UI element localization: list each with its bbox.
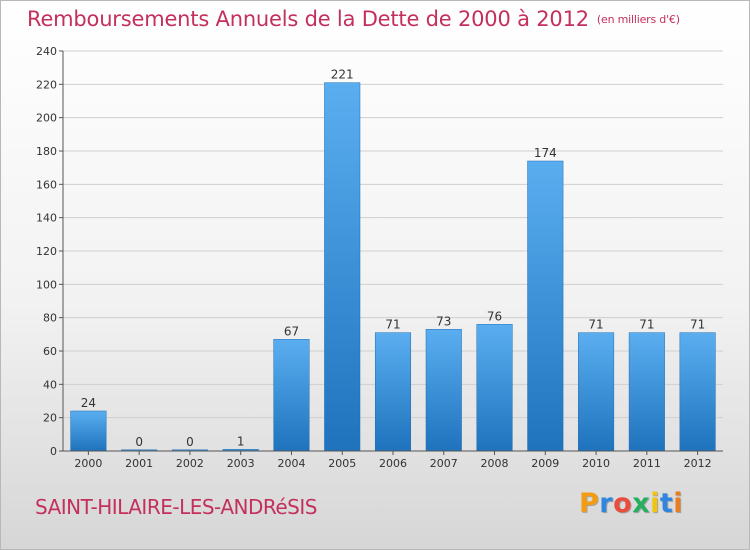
- commune-name: SAINT-HILAIRE-LES-ANDRéSIS: [35, 495, 317, 519]
- x-tick-label-2009: 2009: [531, 457, 559, 470]
- y-tick-label: 60: [43, 345, 57, 358]
- bar-2007: [425, 329, 462, 452]
- logo-letter: P: [579, 488, 600, 519]
- logo-letter: r: [599, 488, 614, 519]
- x-tick-label-2001: 2001: [125, 457, 153, 470]
- bar-2008: [476, 324, 513, 452]
- data-label-2002: 0: [186, 435, 194, 449]
- x-tick-label-2000: 2000: [74, 457, 102, 470]
- bar-2000: [70, 410, 107, 452]
- x-tick-label-2010: 2010: [582, 457, 610, 470]
- logo-letter: o: [613, 488, 633, 519]
- x-tick-label-2012: 2012: [684, 457, 712, 470]
- y-axis-ticks: 0 20 40 60 80 100 120 140 160 180 200 220 240: [36, 45, 63, 458]
- y-tick-label: 240: [36, 45, 57, 58]
- bar-2011: [628, 332, 665, 452]
- data-label-2011: 71: [639, 318, 654, 332]
- data-label-2009: 174: [534, 146, 557, 160]
- bar-2009: [527, 160, 564, 452]
- x-axis-ticks: 2000 2001 2002 2003 2004 2005 2006 2007 2008 2009…: [74, 451, 712, 470]
- axes: [62, 51, 723, 452]
- bar-2005: [324, 82, 361, 452]
- logo-letter: t: [659, 488, 674, 519]
- y-tick-label: 160: [36, 178, 57, 191]
- y-tick-label: 220: [36, 78, 57, 91]
- chart-title: Remboursements Annuels de la Dette de 20…: [27, 7, 680, 31]
- data-labels: 24 0 0 1 67 221 71 73 76 174 71 71 71: [81, 68, 706, 449]
- logo-letter: x: [632, 488, 651, 519]
- data-label-2012: 71: [690, 318, 705, 332]
- x-tick-label-2007: 2007: [430, 457, 458, 470]
- data-label-2000: 24: [81, 396, 96, 410]
- bar-2012: [679, 332, 716, 452]
- bar-2004: [273, 339, 310, 452]
- y-tick-label: 0: [50, 445, 57, 458]
- x-tick-label-2002: 2002: [176, 457, 204, 470]
- data-label-2006: 71: [385, 318, 400, 332]
- y-tick-label: 120: [36, 245, 57, 258]
- chart-subtitle: (en milliers d'€): [596, 13, 680, 26]
- y-tick-label: 40: [43, 378, 57, 391]
- y-tick-label: 200: [36, 112, 57, 125]
- y-tick-label: 80: [43, 312, 57, 325]
- x-tick-label-2003: 2003: [227, 457, 255, 470]
- data-label-2008: 76: [487, 309, 502, 323]
- y-tick-label: 20: [43, 412, 57, 425]
- proxiti-logo[interactable]: Proxiti: [579, 488, 683, 519]
- data-label-2007: 73: [436, 314, 451, 328]
- data-label-2010: 71: [588, 318, 603, 332]
- y-tick-label: 100: [36, 278, 57, 291]
- x-tick-label-2004: 2004: [277, 457, 305, 470]
- x-tick-label-2005: 2005: [328, 457, 356, 470]
- data-label-2003: 1: [237, 434, 245, 448]
- bars: [70, 82, 716, 452]
- bar-2006: [374, 332, 412, 452]
- x-tick-label-2011: 2011: [633, 457, 661, 470]
- logo-letter: i: [650, 488, 660, 519]
- x-tick-label-2008: 2008: [481, 457, 509, 470]
- bar-2010: [578, 332, 615, 452]
- data-label-2004: 67: [284, 324, 299, 338]
- x-tick-label-2006: 2006: [379, 457, 407, 470]
- data-label-2005: 221: [331, 68, 354, 82]
- chart-title-text: Remboursements Annuels de la Dette de 20…: [27, 7, 589, 31]
- logo-letter: i: [673, 488, 684, 519]
- y-tick-label: 180: [36, 145, 57, 158]
- y-tick-label: 140: [36, 212, 57, 225]
- data-label-2001: 0: [135, 435, 143, 449]
